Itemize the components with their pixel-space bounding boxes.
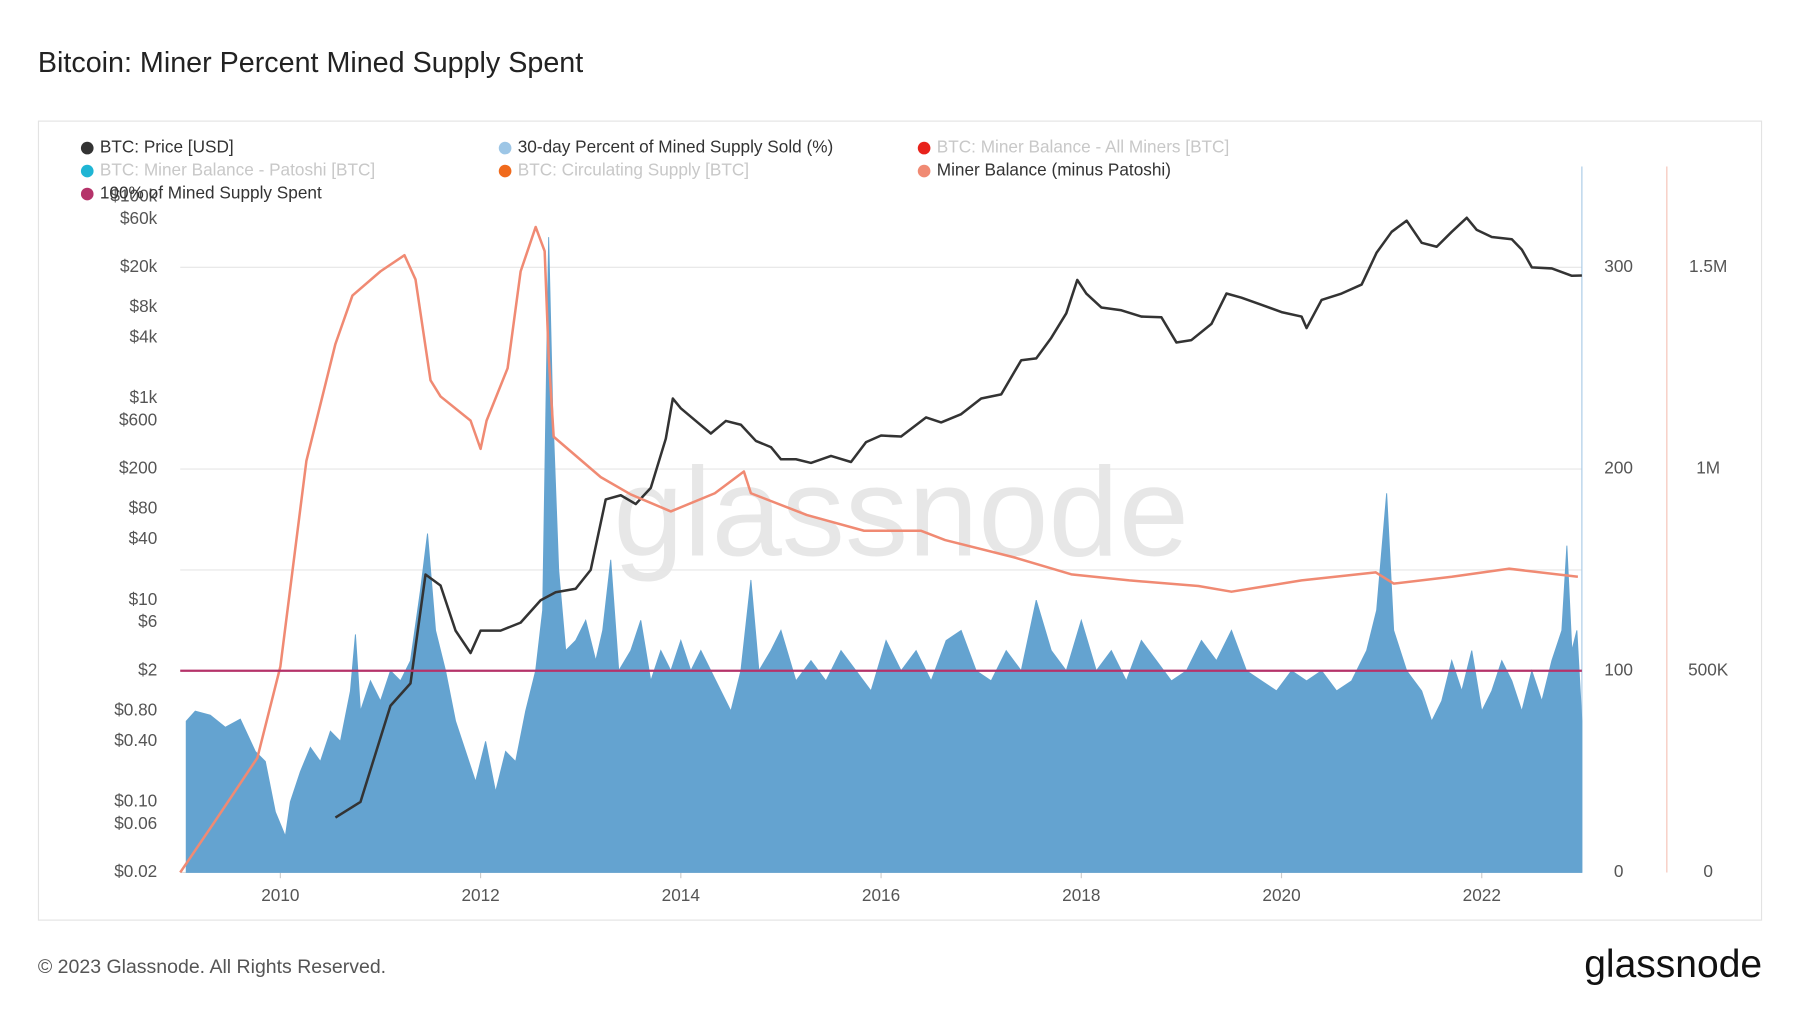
line-series <box>334 216 1582 819</box>
legend-item[interactable]: 100% of Mined Supply Spent <box>80 183 322 203</box>
legend-item[interactable]: BTC: Circulating Supply [BTC] <box>498 160 749 180</box>
y-tick-label: $0.40 <box>114 730 157 750</box>
y-tick-label: $60k <box>120 208 158 228</box>
legend-label: BTC: Miner Balance - All Miners [BTC] <box>937 137 1230 157</box>
y3-tick-label: 0 <box>1703 861 1713 881</box>
y3-tick-label: 1M <box>1696 458 1720 478</box>
logo: glassnode <box>1584 943 1762 986</box>
y-tick-label: $80 <box>129 498 158 518</box>
y-tick-label: $4k <box>130 326 158 346</box>
y-tick-label: $200 <box>119 458 157 478</box>
y2-tick-label: 0 <box>1614 861 1624 881</box>
legend-marker <box>917 141 931 155</box>
legend-label: BTC: Price [USD] <box>100 137 234 157</box>
y-tick-label: $1k <box>130 387 158 407</box>
y-tick-label: $600 <box>119 409 157 429</box>
chart-frame <box>37 120 1763 921</box>
x-tick-label: 2022 <box>1463 885 1501 905</box>
y2-tick-label: 200 <box>1604 458 1633 478</box>
legend-label: Miner Balance (minus Patoshi) <box>937 160 1171 180</box>
plot-area: $100k$60k$20k$8k$4k$1k$600$200$80$40$10$… <box>110 166 1729 905</box>
y-tick-label: $0.80 <box>114 699 157 719</box>
y-tick-label: $6 <box>138 611 157 631</box>
y-tick-label: $100k <box>110 185 157 205</box>
legend-item[interactable]: BTC: Miner Balance - All Miners [BTC] <box>917 137 1230 157</box>
legend-item[interactable]: Miner Balance (minus Patoshi) <box>917 160 1171 180</box>
y-tick-label: $0.02 <box>114 861 157 881</box>
y-tick-label: $10 <box>129 589 158 609</box>
y-tick-label: $40 <box>129 528 158 548</box>
y-tick-label: $0.06 <box>114 813 157 833</box>
y-tick-label: $20k <box>120 256 158 276</box>
x-tick-label: 2016 <box>862 885 900 905</box>
legend-marker <box>498 141 512 155</box>
legend-marker <box>80 141 94 155</box>
y-tick-label: $8k <box>130 296 158 316</box>
x-tick-label: 2020 <box>1262 885 1300 905</box>
copyright: © 2023 Glassnode. All Rights Reserved. <box>38 956 386 978</box>
y3-tick-label: 500K <box>1688 659 1729 679</box>
watermark: glassnode <box>613 442 1189 583</box>
y2-tick-label: 300 <box>1604 256 1633 276</box>
y3-tick-label: 1.5M <box>1689 256 1727 276</box>
legend-marker <box>80 164 94 178</box>
legend-item[interactable]: BTC: Miner Balance - Patoshi [BTC] <box>80 160 375 180</box>
x-tick-label: 2012 <box>461 885 499 905</box>
legend-marker <box>80 187 94 201</box>
legend-marker <box>498 164 512 178</box>
y-tick-label: $2 <box>138 659 157 679</box>
legend-label: 30-day Percent of Mined Supply Sold (%) <box>518 137 834 157</box>
legend-item[interactable]: 30-day Percent of Mined Supply Sold (%) <box>498 137 834 157</box>
chart-title: Bitcoin: Miner Percent Mined Supply Spen… <box>38 47 583 79</box>
x-tick-label: 2010 <box>261 885 299 905</box>
legend-label: 100% of Mined Supply Spent <box>100 183 322 203</box>
y2-tick-label: 100 <box>1604 659 1633 679</box>
line-series <box>179 225 1579 874</box>
x-tick-label: 2014 <box>662 885 701 905</box>
y-tick-label: $0.10 <box>114 791 157 811</box>
legend-item[interactable]: BTC: Price [USD] <box>80 137 234 157</box>
legend-marker <box>917 164 931 178</box>
legend-label: BTC: Circulating Supply [BTC] <box>518 160 749 180</box>
legend-label: BTC: Miner Balance - Patoshi [BTC] <box>100 160 375 180</box>
x-tick-label: 2018 <box>1062 885 1100 905</box>
